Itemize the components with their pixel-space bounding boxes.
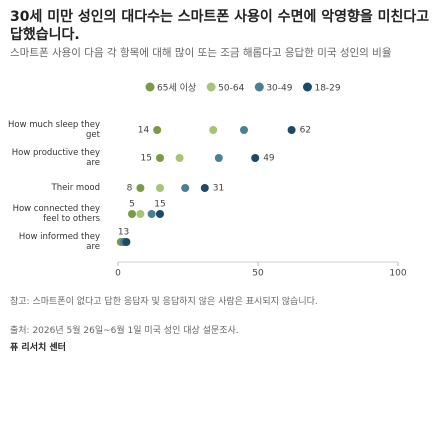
data-label: 49	[263, 154, 275, 164]
dot	[287, 126, 296, 134]
dot	[214, 154, 223, 162]
data-label: 15	[154, 200, 165, 210]
dot	[175, 154, 184, 162]
legend-marker	[206, 82, 216, 92]
legend-marker	[302, 82, 312, 92]
chart-title: 30세 미만 성인의 대다수는 스마트폰 사용이 수면에 악영향을 미친다고 답…	[10, 9, 430, 43]
legend-marker	[254, 82, 264, 92]
legend-label: 18-29	[314, 84, 340, 94]
dot	[147, 210, 156, 218]
dot	[240, 126, 248, 134]
category-label: How connected they feel to others	[12, 204, 100, 224]
dot	[209, 126, 218, 134]
data-label: 8	[127, 184, 133, 194]
dot	[156, 184, 164, 192]
dot	[153, 126, 162, 134]
dot	[136, 184, 145, 192]
data-label: 14	[138, 126, 150, 136]
dot	[200, 184, 209, 192]
footer: 퓨 리서치 센터	[10, 343, 66, 353]
legend-marker	[145, 82, 155, 92]
data-label: 31	[213, 184, 224, 194]
dot	[136, 210, 145, 218]
category-label: How much sleep they get	[7, 120, 100, 140]
x-tick-label: 50	[252, 269, 264, 279]
dot	[128, 210, 136, 218]
legend-label: 30-49	[266, 84, 292, 94]
data-label: 1	[118, 228, 124, 238]
note: 참고: 스마트폰이 없다고 답한 응답자 및 응답하지 않은 사람은 표시되지 …	[10, 297, 318, 307]
data-label: 15	[141, 154, 152, 164]
x-tick-label: 0	[115, 269, 121, 279]
dot	[251, 154, 260, 162]
legend-label: 65세 이상	[157, 83, 196, 94]
category-label: Their mood	[51, 183, 100, 193]
data-label: 62	[300, 126, 311, 136]
dot	[156, 154, 164, 162]
legend-label: 50-64	[218, 84, 244, 94]
data-label: 5	[129, 200, 135, 210]
data-label: 3	[124, 228, 130, 238]
category-label: How productive they are	[11, 148, 100, 168]
dot	[156, 210, 164, 218]
chart-subtitle: 스마트폰 사용이 다음 각 항목에 대해 많이 또는 조금 해롭다고 응답한 미…	[10, 47, 392, 59]
source: 출처: 2026년 5월 26일~6월 1일 미국 성인 대상 설문조사.	[10, 326, 239, 336]
dot	[181, 184, 190, 192]
category-label: How informed they are	[18, 232, 100, 252]
dot	[122, 238, 131, 246]
x-tick-label: 100	[389, 269, 406, 279]
